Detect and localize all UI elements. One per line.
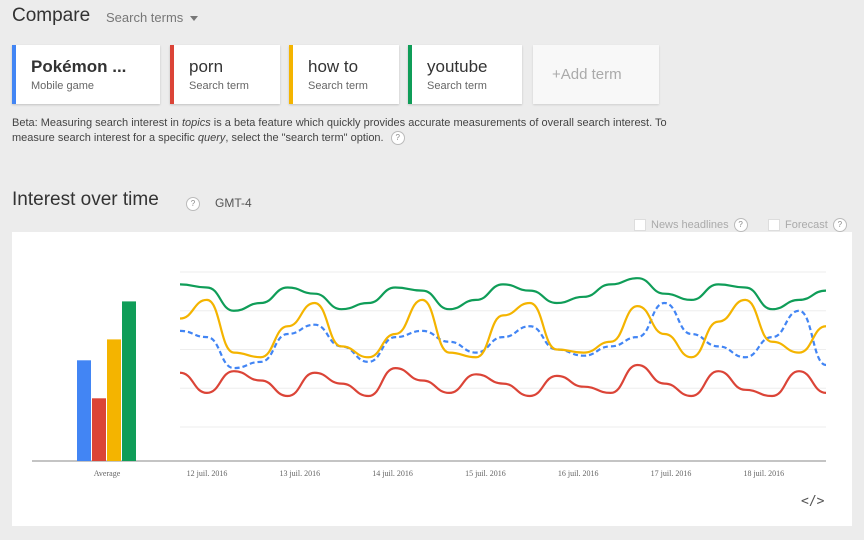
add-term-label: +Add term [552, 66, 622, 83]
x-tick-label: 12 juil. 2016 [187, 469, 228, 478]
x-tick-label: 17 juil. 2016 [651, 469, 692, 478]
interest-over-time-title: Interest over time [12, 189, 159, 210]
average-bar [92, 398, 106, 461]
beta-text: Beta: Measuring search interest in [12, 117, 182, 129]
term-color-bar [170, 45, 174, 104]
help-icon[interactable]: ? [390, 131, 405, 146]
news-headlines-option[interactable]: News headlines ? [634, 218, 748, 232]
term-card-porn[interactable]: porn Search term [170, 45, 280, 104]
average-bar [107, 339, 121, 461]
forecast-checkbox[interactable] [768, 219, 780, 231]
x-tick-label: 15 juil. 2016 [465, 469, 506, 478]
term-label: porn [189, 57, 224, 76]
embed-icon[interactable]: </> [801, 494, 825, 509]
x-tick-label: 14 juil. 2016 [372, 469, 413, 478]
series-line [179, 277, 827, 312]
search-terms-dropdown[interactable]: Search terms [106, 10, 199, 25]
series-line [179, 363, 827, 398]
help-icon[interactable]: ? [832, 218, 847, 232]
term-color-bar [12, 45, 16, 104]
average-bar [77, 360, 91, 461]
interest-chart[interactable]: Average 12 juil. 2016 13 juil. 2016 14 juil… [12, 232, 852, 526]
average-bar [122, 301, 136, 461]
timezone-label: GMT-4 [215, 196, 252, 210]
series-line [179, 298, 827, 359]
forecast-option[interactable]: Forecast ? [768, 218, 847, 232]
term-type: Search term [308, 80, 368, 92]
x-tick-label: 13 juil. 2016 [279, 469, 320, 478]
series-line [179, 301, 827, 370]
term-card-how-to[interactable]: how to Search term [289, 45, 399, 104]
news-headlines-checkbox[interactable] [634, 219, 646, 231]
beta-query: query [197, 132, 226, 144]
add-term-button[interactable]: +Add term [533, 45, 659, 104]
average-label: Average [94, 469, 121, 478]
forecast-label: Forecast [785, 219, 828, 231]
interest-chart-panel: Average 12 juil. 2016 13 juil. 2016 14 juil… [12, 232, 852, 526]
term-label: Pokémon ... [31, 57, 127, 76]
term-type: Search term [427, 80, 487, 92]
term-label: how to [308, 57, 359, 76]
caret-down-icon [190, 16, 199, 21]
term-card-pokemon[interactable]: Pokémon ... Mobile game [12, 45, 160, 104]
beta-topics: topics [181, 117, 211, 129]
news-headlines-label: News headlines [651, 219, 729, 231]
term-label: youtube [427, 57, 488, 76]
beta-note: Beta: Measuring search interest in topic… [12, 116, 692, 146]
term-color-bar [408, 45, 412, 104]
help-icon[interactable]: ? [733, 218, 748, 232]
search-terms-label: Search terms [106, 10, 184, 25]
term-type: Mobile game [31, 80, 94, 92]
x-tick-label: 18 juil. 2016 [743, 469, 784, 478]
compare-title: Compare [12, 5, 91, 26]
help-icon[interactable]: ? [186, 197, 200, 211]
beta-text: is a beta feature which quickly provides… [12, 117, 667, 144]
term-type: Search term [189, 80, 249, 92]
beta-text: , select the "search term" option. [225, 132, 384, 144]
term-color-bar [289, 45, 293, 104]
x-tick-label: 16 juil. 2016 [558, 469, 599, 478]
term-card-youtube[interactable]: youtube Search term [408, 45, 522, 104]
